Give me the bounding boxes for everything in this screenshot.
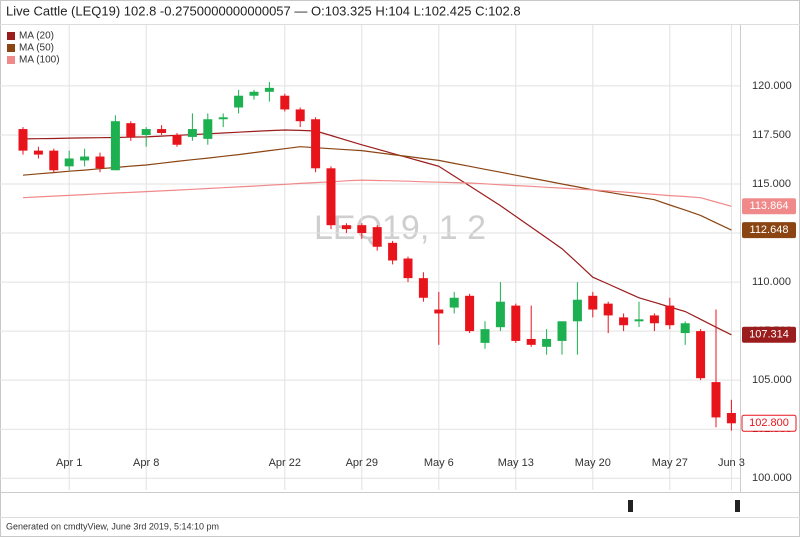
candle-body bbox=[557, 321, 567, 341]
candle-body bbox=[157, 129, 167, 133]
y-tick-label: 115.000 bbox=[752, 178, 791, 190]
candle-body bbox=[326, 168, 336, 226]
legend-swatch bbox=[7, 32, 15, 40]
candle-body bbox=[80, 156, 90, 161]
candle-body bbox=[18, 129, 28, 151]
legend-swatch bbox=[7, 44, 15, 52]
x-tick-label: Jun 3 bbox=[718, 457, 745, 469]
candle-body bbox=[49, 150, 59, 171]
candle-body bbox=[680, 323, 690, 334]
x-tick-label: Apr 1 bbox=[56, 457, 82, 469]
x-tick-label: May 13 bbox=[498, 457, 534, 469]
candle-body bbox=[480, 329, 490, 343]
candle-body bbox=[495, 301, 505, 328]
chart-title: Live Cattle (LEQ19) 102.8 -0.27500000000… bbox=[6, 3, 521, 18]
ma-line bbox=[22, 146, 732, 231]
x-tick-label: Apr 29 bbox=[346, 457, 378, 469]
candle-body bbox=[603, 303, 613, 316]
legend-label: MA (50) bbox=[19, 43, 54, 54]
x-tick-label: Apr 8 bbox=[133, 457, 159, 469]
y-tick-label: 100.000 bbox=[752, 472, 792, 484]
footer: Generated on cmdtyView, June 3rd 2019, 5… bbox=[6, 521, 219, 531]
price-tag-label: 113.864 bbox=[750, 200, 789, 212]
x-tick-label: Apr 22 bbox=[269, 457, 301, 469]
candle-body bbox=[141, 129, 151, 135]
candle-body bbox=[634, 319, 644, 322]
candle-body bbox=[203, 119, 213, 139]
candle-body bbox=[542, 338, 552, 347]
candle-body bbox=[264, 87, 274, 92]
candle-body bbox=[403, 258, 413, 279]
candle-body bbox=[33, 150, 43, 155]
y-tick-label: 120.000 bbox=[752, 80, 792, 92]
candle-body bbox=[449, 297, 459, 308]
candle-body bbox=[711, 382, 721, 418]
price-tag-label: 112.648 bbox=[750, 224, 789, 236]
candle-body bbox=[465, 295, 475, 332]
candle-body bbox=[64, 158, 74, 167]
x-tick-label: May 27 bbox=[652, 457, 688, 469]
candle-body bbox=[696, 331, 706, 379]
candle-body bbox=[110, 121, 120, 171]
candle-body bbox=[126, 123, 136, 137]
candle-body bbox=[295, 109, 305, 122]
last-price-tag bbox=[741, 414, 797, 432]
y-tick-label: 105.000 bbox=[752, 374, 792, 386]
legend-label: MA (100) bbox=[19, 55, 60, 66]
candle-body bbox=[388, 242, 398, 261]
candle-body bbox=[280, 95, 290, 110]
ma-line bbox=[22, 179, 732, 207]
scroll-handle[interactable] bbox=[735, 500, 740, 512]
price-tag bbox=[742, 198, 796, 215]
candle-body bbox=[434, 309, 444, 314]
last-price-label: 102.800 bbox=[749, 417, 789, 429]
candle-body bbox=[311, 119, 321, 169]
candle-body bbox=[572, 299, 582, 322]
legend-swatch bbox=[7, 56, 15, 64]
watermark: LEQ19, 1 2 bbox=[314, 209, 486, 247]
candle-body bbox=[234, 95, 244, 108]
candle-body bbox=[95, 156, 105, 169]
candle-body bbox=[357, 225, 367, 234]
candle-body bbox=[172, 134, 182, 145]
y-tick-label: 110.000 bbox=[752, 276, 791, 288]
candle-body bbox=[619, 317, 629, 326]
ma-line bbox=[22, 129, 732, 336]
candle-body bbox=[511, 305, 521, 341]
y-tick-label: 117.500 bbox=[752, 129, 791, 141]
x-tick-label: May 20 bbox=[575, 457, 611, 469]
candle-body bbox=[218, 117, 228, 120]
price-tag bbox=[742, 222, 796, 239]
candle-body bbox=[588, 295, 598, 310]
price-tag bbox=[742, 326, 796, 343]
candle-body bbox=[649, 315, 659, 324]
candle-body bbox=[187, 129, 197, 137]
candle-body bbox=[341, 225, 351, 230]
legend-label: MA (20) bbox=[19, 31, 54, 42]
scroll-handle[interactable] bbox=[628, 500, 633, 512]
candle-body bbox=[726, 413, 736, 424]
candle-body bbox=[526, 338, 536, 345]
candle-body bbox=[372, 227, 382, 247]
candle-body bbox=[418, 278, 428, 298]
x-tick-label: May 6 bbox=[424, 457, 454, 469]
candle-body bbox=[249, 91, 259, 96]
candle-body bbox=[665, 305, 675, 326]
price-tag-label: 107.314 bbox=[749, 329, 789, 341]
